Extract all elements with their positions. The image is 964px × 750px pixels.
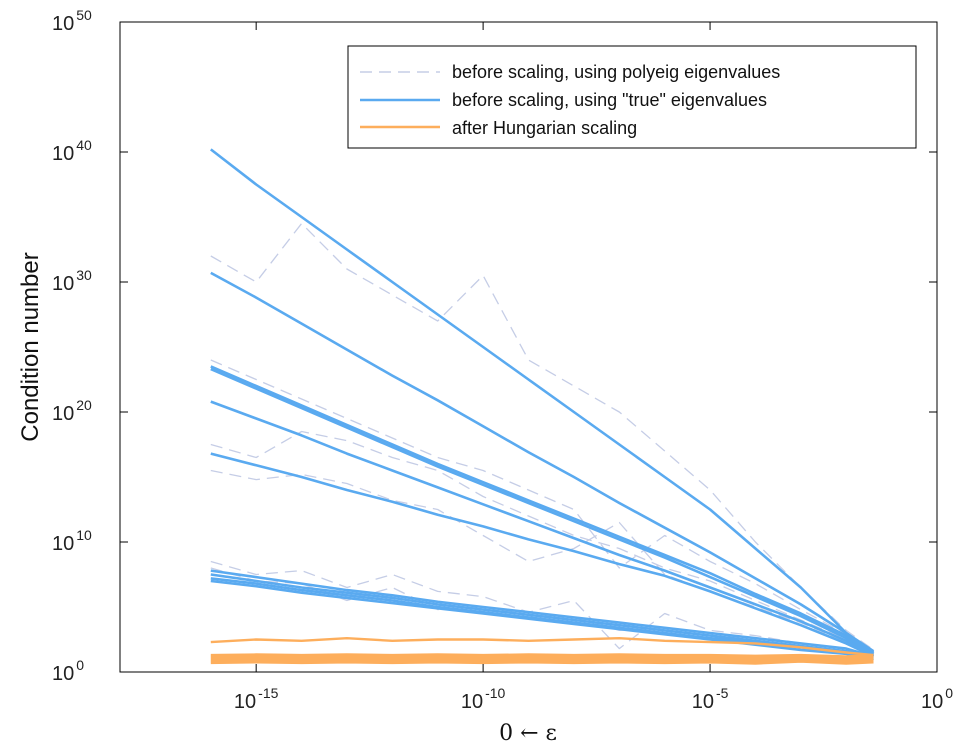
y-tick-label: 10 10 [52, 527, 92, 555]
legend-box [347, 45, 917, 149]
y-axis-label: Condition number [17, 252, 44, 441]
series-line-true-9 [210, 579, 874, 662]
series-line-true-4 [210, 400, 875, 657]
x-tick-label: 10 -15 [234, 685, 279, 713]
axis-ticks: 10 -15 10 -10 10 -5 10 0 10 0 10 10 10 20 10 30 10 40 10 50 [52, 7, 953, 713]
series-line-true-0 [210, 148, 875, 653]
series-line-true-2 [210, 365, 875, 654]
series-line-polyeig-10 [210, 222, 874, 651]
legend-label-hungarian: after Hungarian scaling [452, 118, 637, 138]
series-line-polyeig-12 [210, 430, 874, 655]
y-tick-label: 10 20 [52, 397, 92, 425]
legend-label-polyeig: before scaling, using polyeig eigenvalue… [452, 62, 780, 82]
y-tick-label: 10 0 [52, 657, 84, 685]
x-axis-label: 0 ← ε [499, 721, 557, 746]
legend: before scaling, using polyeig eigenvalue… [347, 45, 917, 149]
series-line-hungarian-19 [210, 656, 874, 661]
series-line-hungarian-17 [210, 653, 874, 658]
series-line-true-3 [210, 367, 875, 655]
series-line-true-5 [210, 452, 875, 658]
x-tick-label: 10 -5 [692, 685, 729, 713]
plot-lines [210, 148, 875, 665]
series-line-hungarian-18 [210, 655, 874, 659]
y-tick-label: 10 50 [52, 7, 92, 35]
y-tick-label: 10 40 [52, 137, 92, 165]
series-line-hungarian-21 [210, 660, 874, 665]
legend-label-true: before scaling, using "true" eigenvalues [452, 90, 767, 110]
plot-area-frame [119, 21, 938, 673]
series-line-true-1 [210, 271, 875, 655]
x-tick-label: 10 -10 [461, 685, 506, 713]
series-line-polyeig-13 [210, 469, 874, 656]
x-tick-label: 10 0 [921, 685, 953, 713]
series-line-true-6 [210, 569, 874, 658]
series-line-polyeig-11 [210, 359, 874, 654]
y-tick-label: 10 30 [52, 267, 92, 295]
series-line-hungarian-16 [210, 637, 874, 657]
series-line-hungarian-20 [210, 658, 874, 663]
